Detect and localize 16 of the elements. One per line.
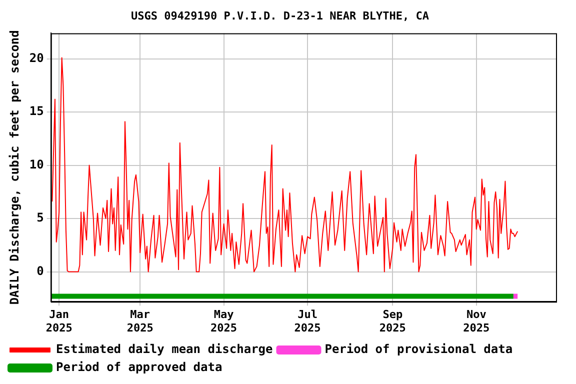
x-tick-label: Nov 2025 (463, 308, 490, 334)
x-tick-label: Sep 2025 (379, 308, 406, 334)
x-tick-label: May 2025 (210, 308, 238, 334)
x-tick-label: Jan 2025 (46, 308, 72, 334)
y-tick-label: 15 (29, 104, 44, 118)
legend-label: Period of approved data (56, 360, 222, 374)
x-tick-label: Jul 2025 (294, 308, 321, 334)
x-tick-label: Mar 2025 (126, 308, 154, 334)
y-tick-label: 10 (29, 157, 44, 172)
y-tick-label: 0 (36, 264, 44, 278)
legend-label: Estimated daily mean discharge (56, 342, 273, 356)
chart-title: USGS 09429190 P.V.I.D. D-23-1 NEAR BLYTHE, CA (130, 9, 430, 22)
y-tick-label: 20 (29, 50, 44, 65)
legend-label: Period of provisional data (324, 342, 513, 356)
y-tick-label: 5 (36, 210, 44, 225)
y-axis-title: DAILY Discharge, cubic feet per second (7, 30, 22, 305)
